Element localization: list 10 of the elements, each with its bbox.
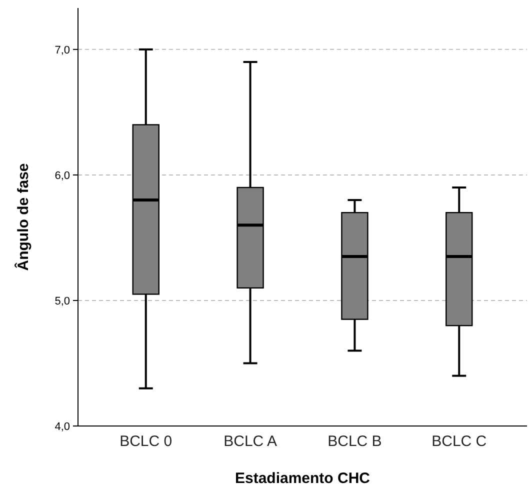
y-axis-title: Ângulo de fase [14,163,32,271]
x-tick-label: BCLC C [432,433,487,450]
x-tick-label: BCLC 0 [120,433,172,450]
y-tick-label: 6,0 [54,170,70,182]
x-tick-label: BCLC A [224,433,277,450]
y-tick-label: 4,0 [54,420,70,433]
y-tick-label: 7,0 [54,44,70,56]
y-tick-label: 5,0 [54,295,70,308]
x-tick-label: BCLC B [328,433,382,450]
x-axis-title: Estadiamento CHC [234,470,370,487]
